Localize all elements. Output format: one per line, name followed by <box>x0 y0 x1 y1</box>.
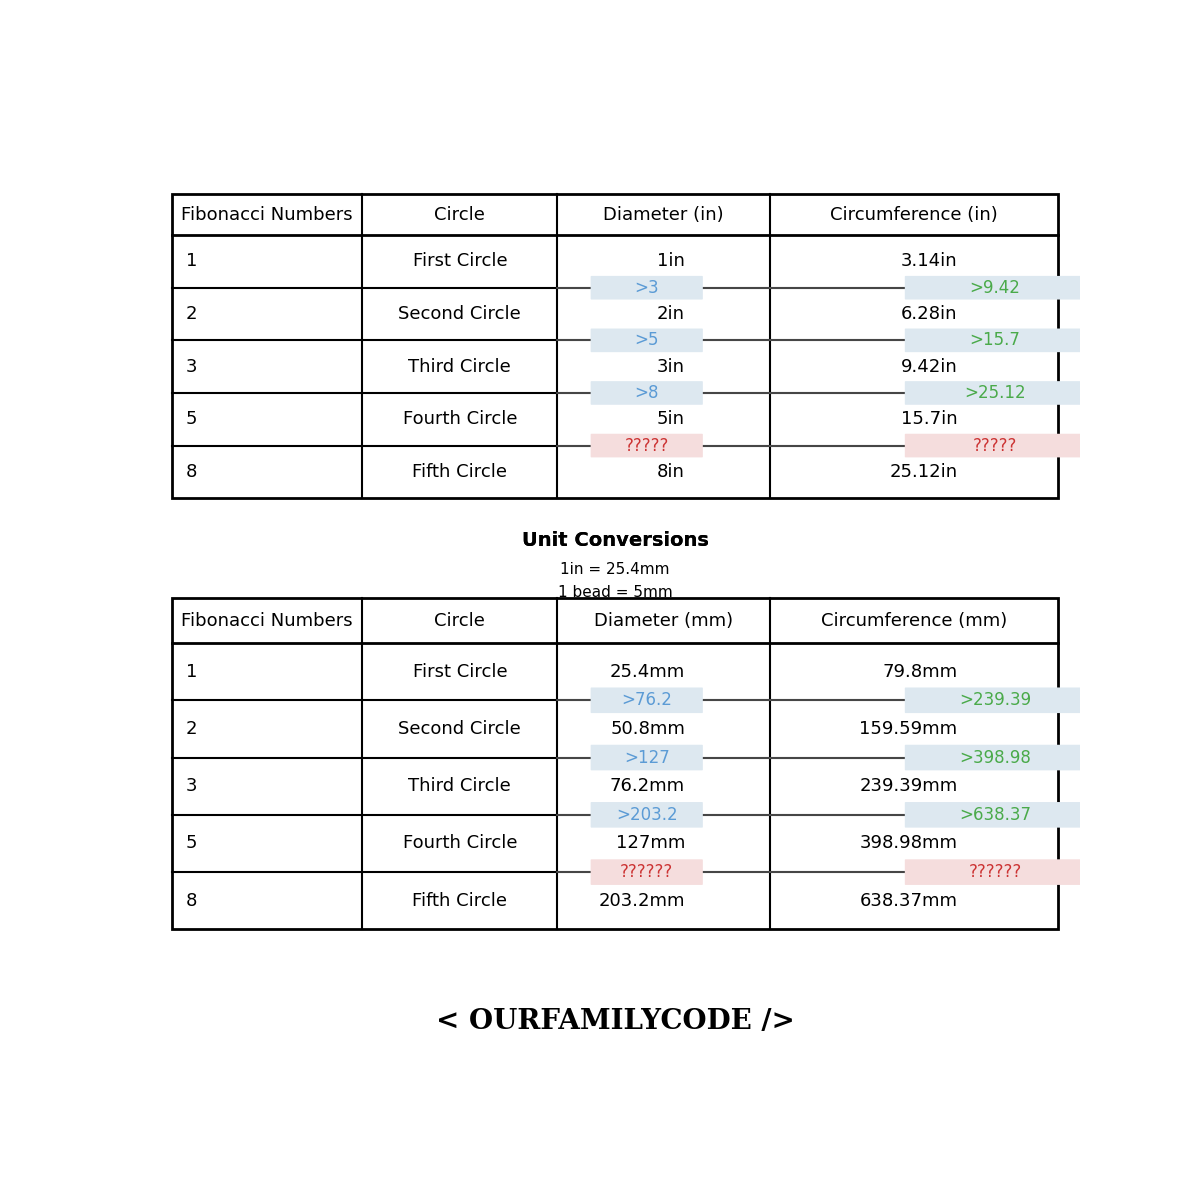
Text: 3in: 3in <box>658 358 685 376</box>
Text: 159.59mm: 159.59mm <box>859 720 958 738</box>
Text: Third Circle: Third Circle <box>408 778 511 796</box>
Text: 15.7in: 15.7in <box>901 410 958 428</box>
Text: Third Circle: Third Circle <box>408 358 511 376</box>
FancyBboxPatch shape <box>905 802 1085 828</box>
Text: 638.37mm: 638.37mm <box>859 892 958 910</box>
FancyBboxPatch shape <box>590 329 703 352</box>
Text: >25.12: >25.12 <box>964 384 1026 402</box>
Text: Fifth Circle: Fifth Circle <box>413 463 508 481</box>
Text: >5: >5 <box>635 331 659 349</box>
Text: >638.37: >638.37 <box>959 806 1031 824</box>
Text: 8: 8 <box>186 463 197 481</box>
Text: >398.98: >398.98 <box>959 749 1031 767</box>
Text: ?????: ????? <box>624 437 668 455</box>
FancyBboxPatch shape <box>590 745 703 770</box>
Text: 239.39mm: 239.39mm <box>859 778 958 796</box>
FancyBboxPatch shape <box>905 859 1085 884</box>
Text: 25.4mm: 25.4mm <box>610 662 685 680</box>
Text: Unit Conversions: Unit Conversions <box>522 532 708 550</box>
FancyBboxPatch shape <box>905 276 1085 300</box>
Text: 6.28in: 6.28in <box>901 305 958 323</box>
Text: 8: 8 <box>186 892 197 910</box>
FancyBboxPatch shape <box>905 433 1085 457</box>
FancyBboxPatch shape <box>590 688 703 713</box>
FancyBboxPatch shape <box>590 802 703 828</box>
Text: >3: >3 <box>635 278 659 296</box>
Bar <box>172 599 1058 929</box>
Text: 2: 2 <box>186 305 197 323</box>
FancyBboxPatch shape <box>905 329 1085 352</box>
Text: 1: 1 <box>186 662 197 680</box>
Text: 3.14in: 3.14in <box>901 252 958 270</box>
Text: 1: 1 <box>186 252 197 270</box>
Text: 398.98mm: 398.98mm <box>859 834 958 852</box>
FancyBboxPatch shape <box>590 433 703 457</box>
Text: 79.8mm: 79.8mm <box>882 662 958 680</box>
Text: >8: >8 <box>635 384 659 402</box>
FancyBboxPatch shape <box>905 382 1085 404</box>
Text: Diameter (mm): Diameter (mm) <box>594 612 733 630</box>
Text: Second Circle: Second Circle <box>398 305 521 323</box>
Text: First Circle: First Circle <box>413 662 508 680</box>
FancyBboxPatch shape <box>905 745 1085 770</box>
Text: ??????: ?????? <box>620 863 673 881</box>
Text: 3: 3 <box>186 778 197 796</box>
Text: Unit Conversions: Unit Conversions <box>522 532 708 550</box>
Text: >9.42: >9.42 <box>970 278 1020 296</box>
Text: Fourth Circle: Fourth Circle <box>402 834 517 852</box>
Text: 203.2mm: 203.2mm <box>599 892 685 910</box>
Text: Fourth Circle: Fourth Circle <box>402 410 517 428</box>
Text: Fibonacci Numbers: Fibonacci Numbers <box>181 205 353 223</box>
Text: 5: 5 <box>186 834 197 852</box>
Text: >203.2: >203.2 <box>616 806 678 824</box>
Text: Circumference (mm): Circumference (mm) <box>821 612 1007 630</box>
Text: Circle: Circle <box>434 205 485 223</box>
Text: 5: 5 <box>186 410 197 428</box>
Text: ??????: ?????? <box>968 863 1021 881</box>
FancyBboxPatch shape <box>590 859 703 884</box>
Text: 50.8mm: 50.8mm <box>610 720 685 738</box>
Bar <box>172 194 1058 498</box>
Text: 3: 3 <box>186 358 197 376</box>
FancyBboxPatch shape <box>590 276 703 300</box>
Text: >127: >127 <box>624 749 670 767</box>
Text: 76.2mm: 76.2mm <box>610 778 685 796</box>
Text: 25.12in: 25.12in <box>889 463 958 481</box>
FancyBboxPatch shape <box>905 688 1085 713</box>
Text: >76.2: >76.2 <box>622 691 672 709</box>
Text: 1in: 1in <box>658 252 685 270</box>
Text: Fifth Circle: Fifth Circle <box>413 892 508 910</box>
Text: 2: 2 <box>186 720 197 738</box>
Text: 1 bead = 5mm: 1 bead = 5mm <box>558 586 672 600</box>
Text: 2in: 2in <box>658 305 685 323</box>
Text: ?????: ????? <box>973 437 1018 455</box>
Text: 1in = 25.4mm: 1in = 25.4mm <box>560 563 670 577</box>
Text: < OURFAMILYCODE />: < OURFAMILYCODE /> <box>436 1008 794 1036</box>
Text: Fibonacci Numbers: Fibonacci Numbers <box>181 612 353 630</box>
Text: 127mm: 127mm <box>616 834 685 852</box>
Text: >15.7: >15.7 <box>970 331 1020 349</box>
Text: 8in: 8in <box>658 463 685 481</box>
Text: Circle: Circle <box>434 612 485 630</box>
Text: Diameter (in): Diameter (in) <box>604 205 724 223</box>
Text: First Circle: First Circle <box>413 252 508 270</box>
FancyBboxPatch shape <box>590 382 703 404</box>
Text: 5in: 5in <box>658 410 685 428</box>
Text: Second Circle: Second Circle <box>398 720 521 738</box>
Text: >239.39: >239.39 <box>959 691 1031 709</box>
Text: 9.42in: 9.42in <box>901 358 958 376</box>
Text: Circumference (in): Circumference (in) <box>830 205 998 223</box>
